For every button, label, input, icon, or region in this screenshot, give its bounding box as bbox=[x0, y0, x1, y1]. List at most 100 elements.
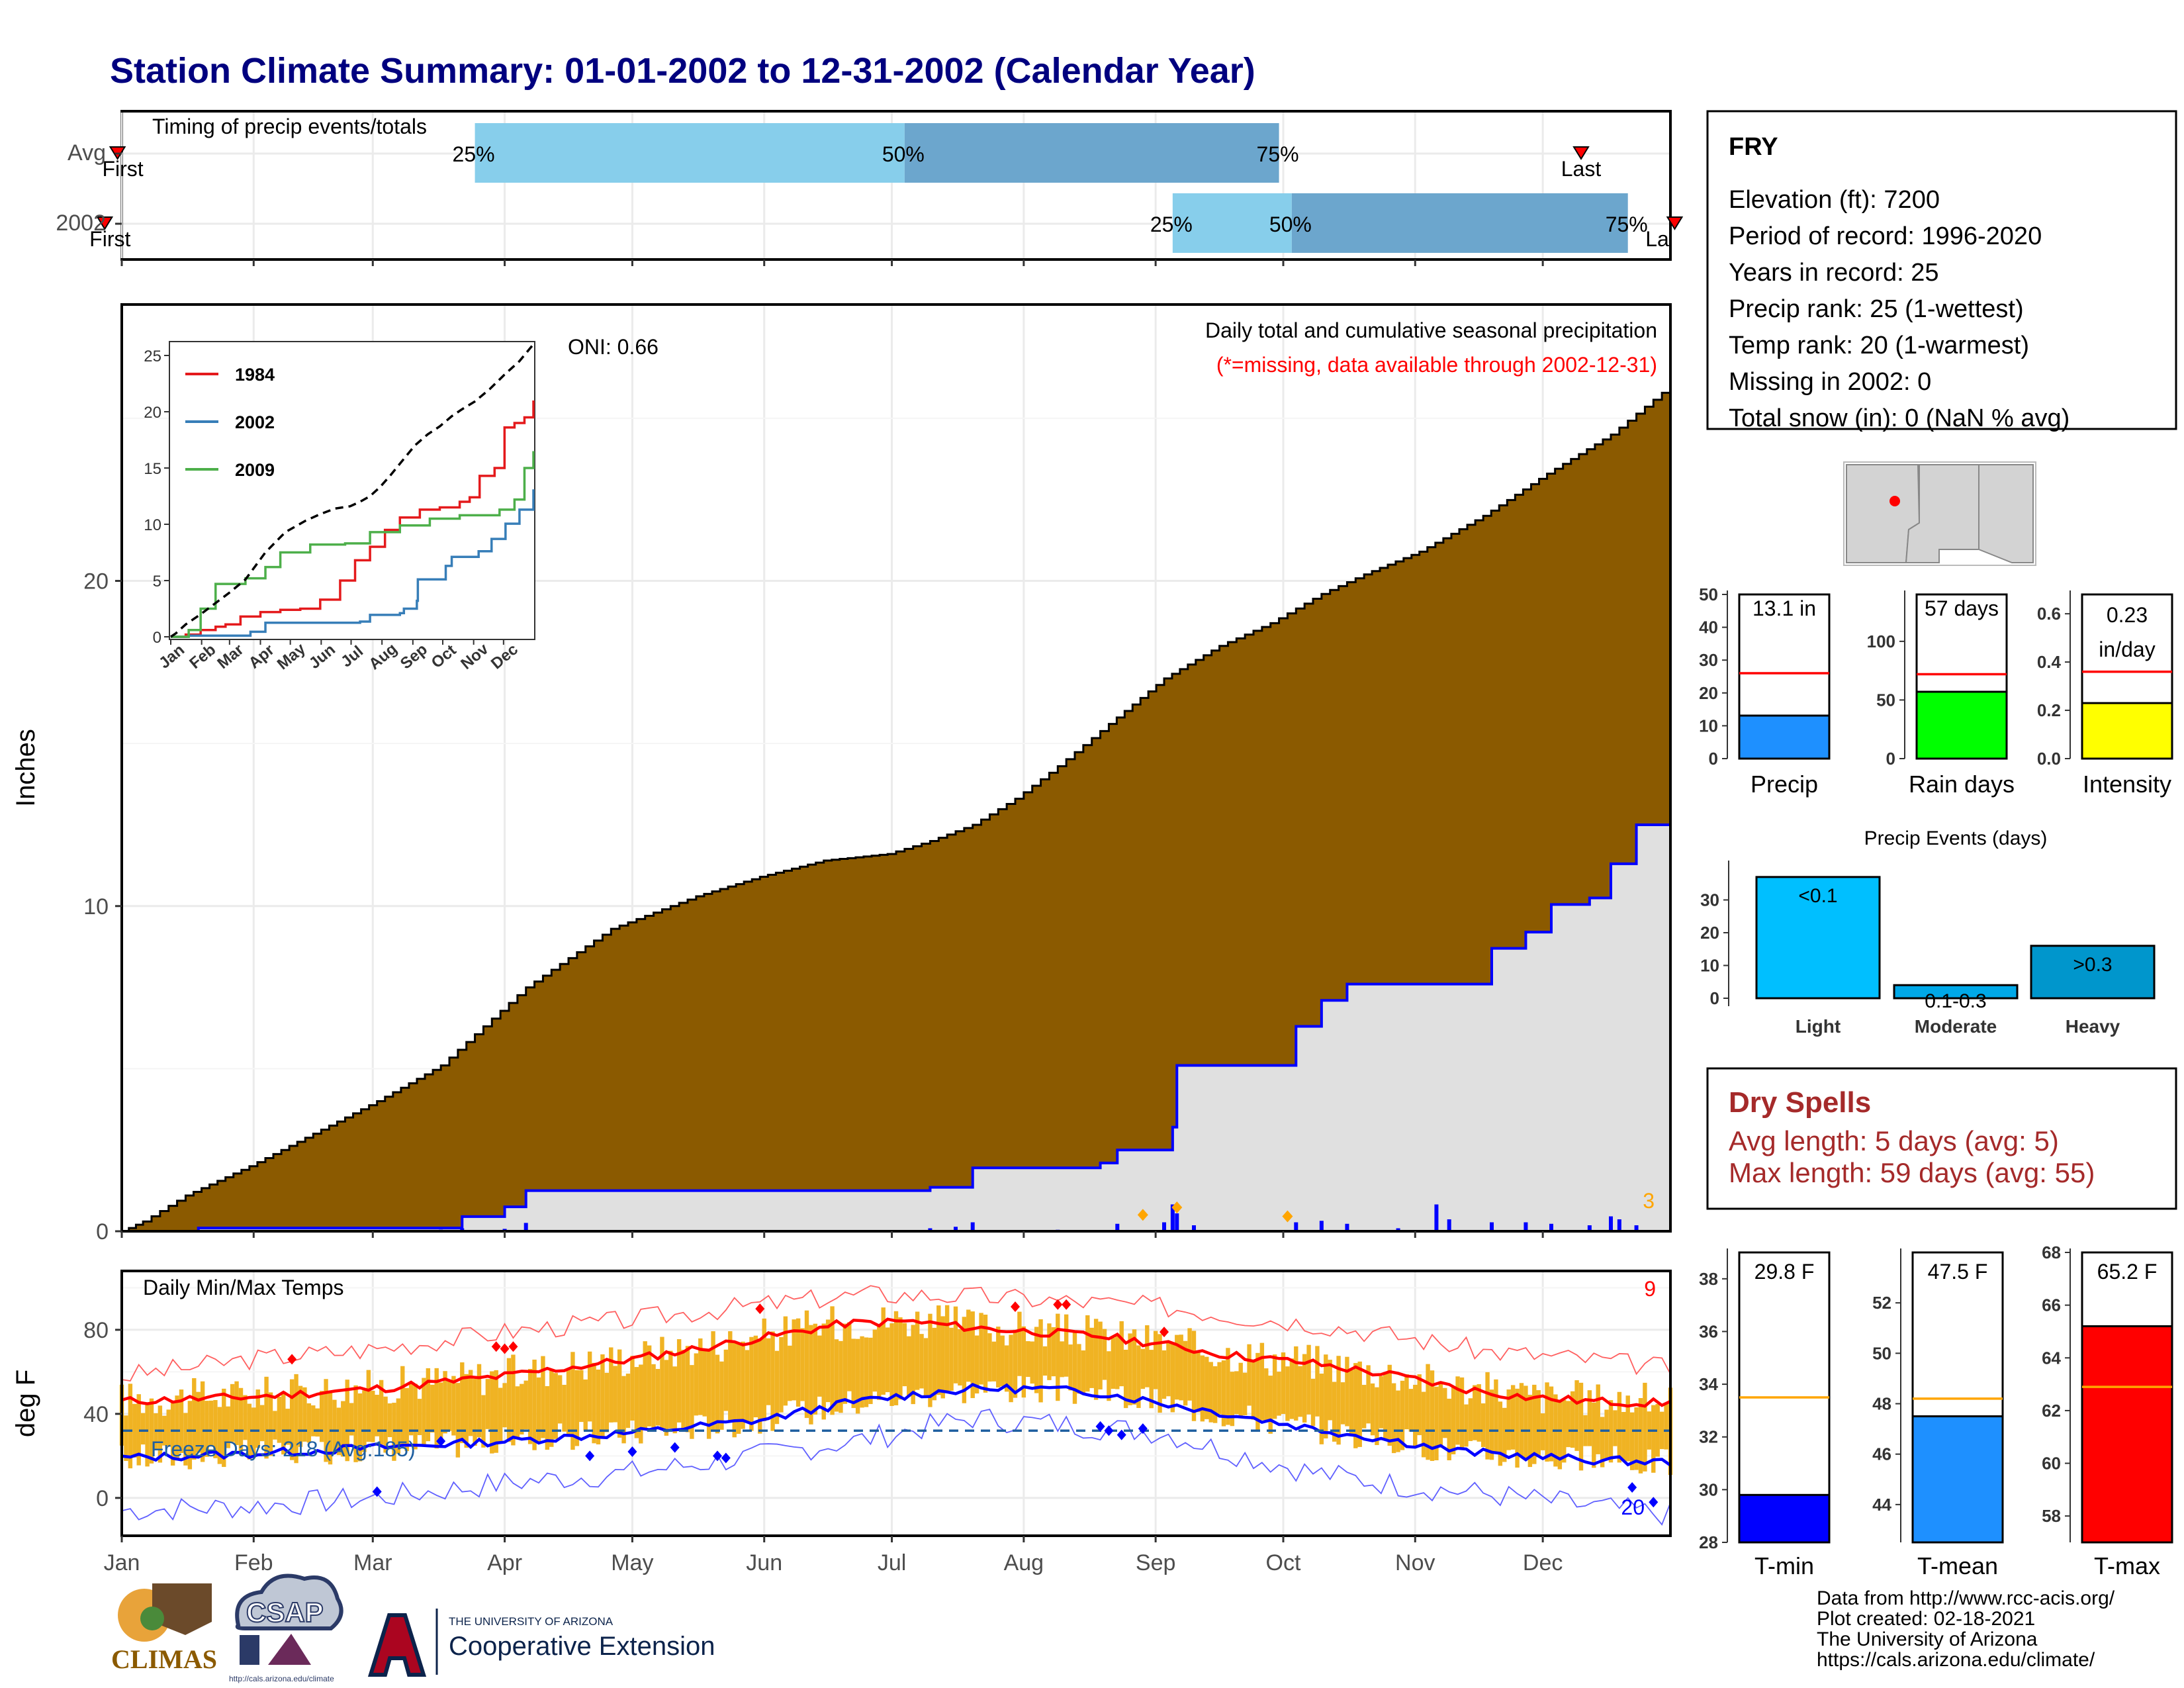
daily-temp-bar bbox=[362, 1390, 367, 1452]
daily-precip-bar bbox=[1587, 1225, 1592, 1231]
daily-temp-bar bbox=[1077, 1344, 1081, 1394]
daily-temp-bar bbox=[1205, 1356, 1209, 1419]
daily-temp-bar bbox=[179, 1389, 184, 1454]
footer-data-source: Data from http://www.rcc-acis.org/ bbox=[1817, 1587, 2115, 1609]
daily-temp-bar bbox=[1587, 1390, 1592, 1446]
mini-temp-0-y-tick-label: 34 bbox=[1699, 1374, 1718, 1394]
daily-temp-bar bbox=[643, 1341, 647, 1430]
daily-temp-bar bbox=[630, 1356, 635, 1421]
daily-temp-bar bbox=[1111, 1337, 1116, 1389]
daily-temp-bar bbox=[672, 1366, 677, 1434]
daily-temp-bar bbox=[1608, 1400, 1614, 1463]
cold-day-marker bbox=[1627, 1481, 1637, 1493]
daily-temp-bar bbox=[1387, 1364, 1392, 1446]
daily-temp-bar bbox=[1149, 1350, 1154, 1409]
dry-spells-frame bbox=[1706, 1067, 2177, 1210]
inset-y-tick-label: 20 bbox=[144, 404, 161, 422]
daily-temp-bar bbox=[1310, 1378, 1316, 1427]
daily-temp-bar bbox=[834, 1339, 839, 1412]
daily-temp-bar bbox=[855, 1338, 860, 1414]
timing-pct-50-2002: 50% bbox=[1269, 212, 1312, 236]
daily-temp-bar bbox=[915, 1311, 920, 1390]
daily-temp-bar bbox=[1570, 1391, 1575, 1448]
daily-temp-bar bbox=[408, 1383, 414, 1436]
daily-temp-bar bbox=[430, 1384, 435, 1433]
daily-temp-bar bbox=[1161, 1350, 1167, 1399]
month-tick-label: Oct bbox=[1266, 1550, 1301, 1575]
mini-temp-0-y-tick-label: 38 bbox=[1699, 1269, 1718, 1289]
daily-temp-bar bbox=[923, 1338, 929, 1397]
daily-precip-bar bbox=[1524, 1222, 1528, 1231]
daily-temp-bar bbox=[1353, 1363, 1358, 1448]
daily-temp-bar bbox=[949, 1327, 954, 1391]
mini-precip-0-y-tick-label: 10 bbox=[1699, 716, 1718, 735]
daily-temp-bar bbox=[1340, 1382, 1345, 1425]
station-info-panel: FRY Elevation (ft): 7200 Period of recor… bbox=[1706, 110, 2177, 432]
daily-temp-bar bbox=[1251, 1361, 1256, 1420]
daily-temp-bar bbox=[230, 1383, 235, 1442]
oni-label: ONI: 0.66 bbox=[568, 335, 659, 359]
mini-temp-2-y-tick-label: 62 bbox=[2042, 1401, 2061, 1421]
daily-temp-bar bbox=[953, 1306, 958, 1383]
daily-temp-bar bbox=[1107, 1351, 1111, 1401]
daily-temp-bar bbox=[170, 1400, 175, 1466]
daily-temp-bar bbox=[1272, 1354, 1277, 1419]
daily-temp-bar bbox=[464, 1374, 469, 1448]
month-tick-label: Jul bbox=[878, 1550, 906, 1575]
month-x-ticks: Jan Feb Mar Apr May Jun Jul Aug Sep Oct Nov Dec bbox=[104, 1536, 1563, 1575]
events-bar-label-2: >0.3 bbox=[2073, 954, 2112, 976]
daily-temp-bar bbox=[136, 1394, 141, 1466]
precip-y-tick-label: 0 bbox=[96, 1219, 109, 1244]
daily-temp-bar bbox=[1315, 1346, 1320, 1417]
temp-y-axis-label: deg F bbox=[11, 1370, 40, 1437]
record-min-line bbox=[121, 1408, 1671, 1526]
daily-temp-bar bbox=[132, 1403, 137, 1458]
mini-precip-value-2: 0.23 bbox=[2107, 603, 2148, 627]
daily-temp-bar bbox=[698, 1338, 703, 1415]
daily-temp-bar bbox=[1093, 1319, 1099, 1400]
daily-temp-bar bbox=[383, 1396, 388, 1453]
daily-temp-bar bbox=[341, 1401, 345, 1457]
daily-temp-bar bbox=[506, 1358, 512, 1442]
cold-day-markers bbox=[372, 1421, 1659, 1508]
daily-temp-bar bbox=[745, 1350, 750, 1423]
daily-temp-bar bbox=[1068, 1344, 1073, 1391]
daily-temp-bar bbox=[779, 1336, 784, 1413]
precip-y-tick-label: 10 bbox=[83, 894, 109, 919]
mini-precip-xlabel-1: Rain days bbox=[1909, 771, 2015, 798]
mini-precip-0-y-tick-label: 40 bbox=[1699, 618, 1718, 637]
timing-row-year-label: 2002 bbox=[56, 211, 106, 236]
daily-temp-bar bbox=[1051, 1327, 1056, 1377]
inset-legend: 1984 2002 2009 bbox=[185, 365, 275, 480]
daily-temp-bar bbox=[1451, 1386, 1456, 1454]
daily-temp-bar bbox=[1383, 1372, 1388, 1440]
daily-temp-bar bbox=[353, 1385, 358, 1462]
mini-precip-0-bar bbox=[1738, 714, 1831, 760]
station-missing: Missing in 2002: 0 bbox=[1729, 368, 1931, 396]
station-period: Period of record: 1996-2020 bbox=[1729, 222, 2042, 250]
daily-temp-bar bbox=[860, 1336, 864, 1408]
daily-temp-bar bbox=[1578, 1382, 1584, 1471]
daily-temp-bar bbox=[1434, 1386, 1439, 1461]
daily-temp-bar bbox=[1259, 1342, 1265, 1421]
daily-temp-bar bbox=[766, 1338, 771, 1405]
daily-temp-bar bbox=[1566, 1401, 1570, 1448]
daily-temp-bar bbox=[192, 1378, 197, 1460]
climas-logo: CLIMAS bbox=[111, 1583, 217, 1674]
cold-day-marker bbox=[1138, 1423, 1148, 1434]
daily-temp-bar bbox=[898, 1317, 903, 1400]
daily-temp-bar bbox=[868, 1337, 873, 1405]
daily-temp-bar bbox=[1562, 1399, 1567, 1463]
daily-temp-bar bbox=[1519, 1383, 1524, 1457]
daily-temp-bar bbox=[1056, 1313, 1060, 1401]
inset-series bbox=[170, 343, 535, 638]
daily-temp-bar bbox=[651, 1364, 656, 1430]
mini-precip-1-y-tick-label: 50 bbox=[1876, 690, 1895, 710]
daily-temp-bar bbox=[783, 1316, 788, 1406]
daily-temp-bar bbox=[502, 1383, 507, 1428]
daily-temp-bar bbox=[587, 1351, 592, 1422]
daily-temp-bar bbox=[617, 1349, 622, 1438]
first-event-marker-2002 bbox=[96, 216, 114, 230]
daily-temp-bar bbox=[1455, 1376, 1460, 1445]
daily-precip-bar bbox=[954, 1227, 958, 1231]
